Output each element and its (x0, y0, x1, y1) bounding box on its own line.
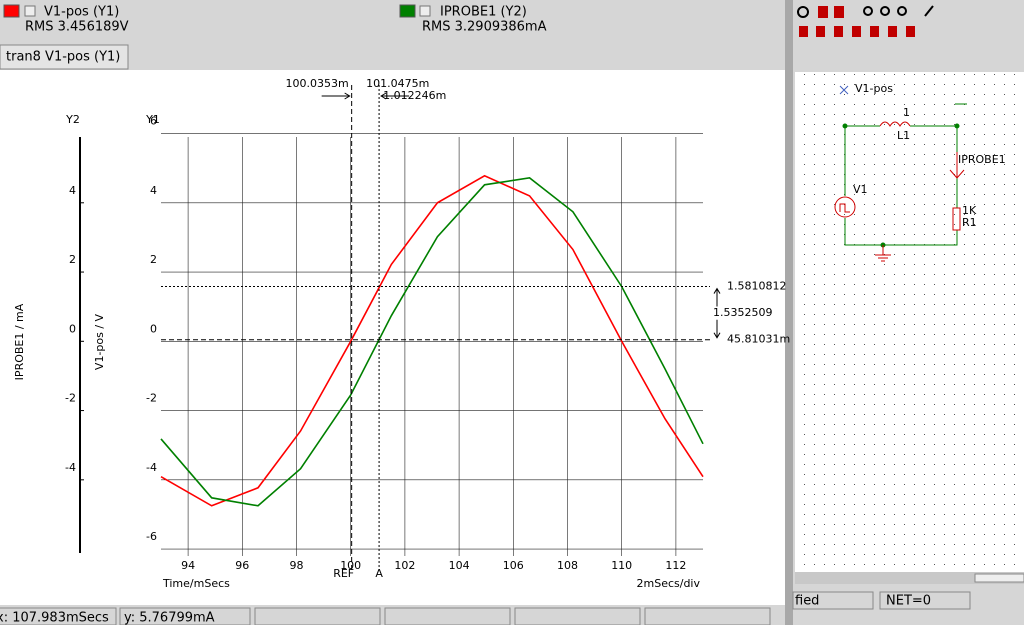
legend-rms: RMS 3.2909386mA (422, 20, 547, 35)
component-ref: R1 (962, 216, 977, 229)
y-tick-label: -2 (146, 392, 157, 405)
y-axis-label: V1-pos / V (93, 313, 106, 370)
legend-rms: RMS 3.456189V (25, 20, 129, 35)
series-line (160, 174, 704, 507)
y-tick-label: -6 (146, 530, 157, 543)
y2-tick-label: 0 (69, 322, 76, 335)
y2-tick-label: 4 (69, 184, 76, 197)
component-ref: L1 (897, 129, 910, 142)
axis-name: Y2 (65, 113, 80, 126)
plot-area (0, 70, 785, 605)
x-cursor-delta: 1.012246m (383, 89, 446, 102)
status-field (384, 607, 511, 625)
arrow (713, 287, 721, 339)
y-tick-label: 4 (150, 184, 157, 197)
schematic[interactable] (834, 85, 967, 262)
component-value: 1 (903, 106, 910, 119)
splitter[interactable] (785, 0, 793, 625)
x-tick-label: 104 (449, 559, 470, 572)
y-cursor-delta: 1.5352509 (713, 306, 773, 319)
status-bar (0, 606, 785, 625)
legend-label: IPROBE1 (Y2) (440, 5, 527, 20)
x-tick-label: 94 (181, 559, 195, 572)
status-field (0, 607, 117, 625)
x-cursor-name: A (375, 567, 383, 580)
status-field (254, 607, 381, 625)
tab-label[interactable]: tran8 V1-pos (Y1) (6, 50, 120, 65)
tab-bar (0, 44, 785, 70)
schematic-grid (795, 72, 1024, 572)
axis-name: Y1 (145, 113, 160, 126)
y-tick-label: -4 (146, 461, 157, 474)
x-tick-label: 102 (394, 559, 415, 572)
y-tick-label: 6 (150, 115, 157, 128)
scrollbar[interactable] (795, 572, 1024, 584)
y2-tick-label: -4 (65, 461, 76, 474)
status-field (792, 591, 874, 610)
x-tick-label: 112 (665, 559, 686, 572)
status-field (119, 607, 251, 625)
schematic-status (793, 590, 1024, 610)
x-axis-label: Time/mSecs (162, 577, 230, 590)
status-text: fied (795, 594, 819, 609)
legend-label: V1-pos (Y1) (44, 5, 119, 20)
x-cursor-name: REF (333, 567, 354, 580)
toolbar-icons[interactable] (797, 5, 934, 37)
x-tick-label: 98 (290, 559, 304, 572)
legend-swatch (3, 4, 20, 18)
tab[interactable] (0, 44, 129, 70)
y2-tick-label: 2 (69, 253, 76, 266)
status-x: x: 107.983mSecs (0, 611, 109, 625)
x-tick-label: 96 (235, 559, 249, 572)
scrollbar-thumb[interactable] (974, 573, 1024, 583)
y2-tick-label: -2 (65, 392, 76, 405)
x-cursor-label: 101.0475m (366, 77, 429, 90)
x-tick-label: 110 (611, 559, 632, 572)
y-tick-label: 2 (150, 253, 157, 266)
arrow (321, 92, 410, 100)
status-y: y: 5.76799mA (124, 611, 215, 625)
component-ref: V1 (853, 183, 868, 196)
legend-checkbox[interactable] (24, 5, 36, 17)
status-field (644, 607, 771, 625)
status-field (879, 591, 971, 610)
net-label: V1-pos (855, 82, 893, 95)
status-text: NET=0 (886, 594, 931, 609)
component-value: 1K (962, 204, 977, 217)
x-tick-label: 108 (557, 559, 578, 572)
legend-checkbox[interactable] (419, 5, 431, 17)
y-cursor-label: 45.81031m (727, 333, 790, 346)
status-field (514, 607, 641, 625)
y-tick-label: 0 (150, 322, 157, 335)
x-cursor-label: 100.0353m (285, 77, 348, 90)
y-cursor-label: 1.5810812 (727, 280, 787, 293)
x-axis-scale: 2mSecs/div (637, 577, 701, 590)
legend-bar (0, 0, 785, 44)
y2-axis-label: IPROBE1 / mA (13, 303, 26, 380)
x-tick-label: 100 (340, 559, 361, 572)
legend-swatch (399, 4, 416, 18)
x-tick-label: 106 (503, 559, 524, 572)
component-ref: IPROBE1 (958, 153, 1006, 166)
